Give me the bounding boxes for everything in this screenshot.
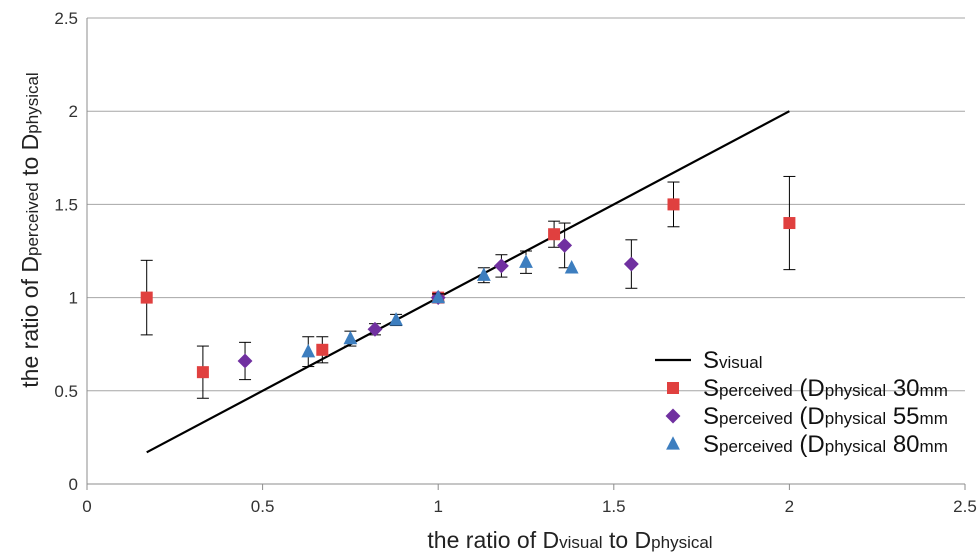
- x-tick-label: 2.5: [953, 497, 977, 516]
- legend-swatch-square: [667, 382, 679, 394]
- data-point-square: [316, 343, 329, 356]
- data-point-triangle: [519, 254, 533, 268]
- data-point-triangle: [389, 312, 403, 326]
- data-point-diamond: [367, 321, 383, 337]
- x-tick-label: 0.5: [251, 497, 275, 516]
- data-point-square: [140, 291, 153, 304]
- y-axis-title: the ratio of Dperceived to Dphysical: [17, 72, 43, 387]
- data-point-triangle: [301, 343, 316, 358]
- legend-label: Svisual: [703, 347, 762, 374]
- data-point-square: [548, 228, 561, 241]
- x-tick-label: 1: [433, 497, 442, 516]
- data-point-triangle: [564, 259, 579, 274]
- legend-label: Sperceived (Dphysical 80mm: [703, 431, 948, 458]
- x-tick-label: 0: [82, 497, 91, 516]
- data-point-diamond: [237, 353, 253, 369]
- series-line-svisual: [146, 110, 790, 454]
- x-tick-label: 2: [785, 497, 794, 516]
- data-point-square: [196, 366, 209, 379]
- data-point-square: [667, 198, 680, 211]
- series-layer: [140, 110, 796, 454]
- y-tick-labels: 0 0.5 1 1.5 2 2.5: [54, 9, 78, 494]
- gridlines: [87, 17, 965, 392]
- data-point-diamond: [493, 258, 509, 274]
- data-point-diamond: [557, 237, 573, 253]
- y-tick-label: 1.5: [54, 195, 78, 214]
- legend-label: Sperceived (Dphysical 55mm: [703, 403, 948, 430]
- y-tick-label: 2.5: [54, 9, 78, 28]
- legend-label: Sperceived (Dphysical 30mm: [703, 375, 948, 402]
- data-point-diamond: [623, 256, 639, 272]
- y-tick-label: 1: [69, 289, 78, 308]
- y-tick-label: 0: [69, 475, 78, 494]
- legend-swatch-triangle: [666, 436, 680, 450]
- data-point-square: [783, 217, 796, 230]
- legend-swatch-diamond: [665, 408, 681, 424]
- data-point-triangle: [476, 267, 491, 281]
- x-tick-labels: 0 0.5 1 1.5 2 2.5: [82, 497, 977, 516]
- x-tick-label: 1.5: [602, 497, 626, 516]
- axes: [86, 18, 966, 490]
- y-tick-label: 2: [69, 102, 78, 121]
- y-tick-label: 0.5: [54, 382, 78, 401]
- data-point-triangle: [343, 330, 358, 345]
- x-axis-title: the ratio of Dvisual to Dphysical: [427, 527, 712, 553]
- data-point-triangle: [431, 289, 446, 304]
